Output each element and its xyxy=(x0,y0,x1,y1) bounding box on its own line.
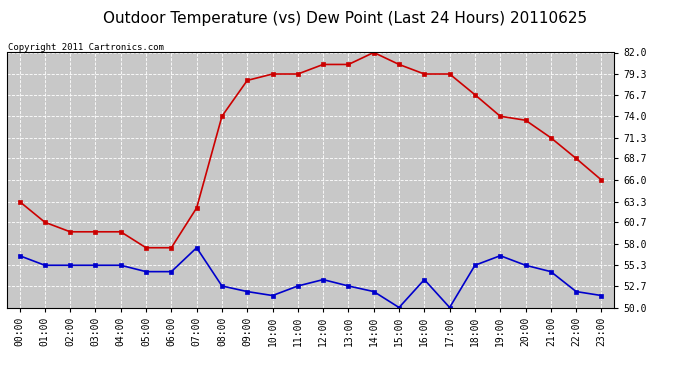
Text: Copyright 2011 Cartronics.com: Copyright 2011 Cartronics.com xyxy=(8,43,164,52)
Text: Outdoor Temperature (vs) Dew Point (Last 24 Hours) 20110625: Outdoor Temperature (vs) Dew Point (Last… xyxy=(103,11,587,26)
